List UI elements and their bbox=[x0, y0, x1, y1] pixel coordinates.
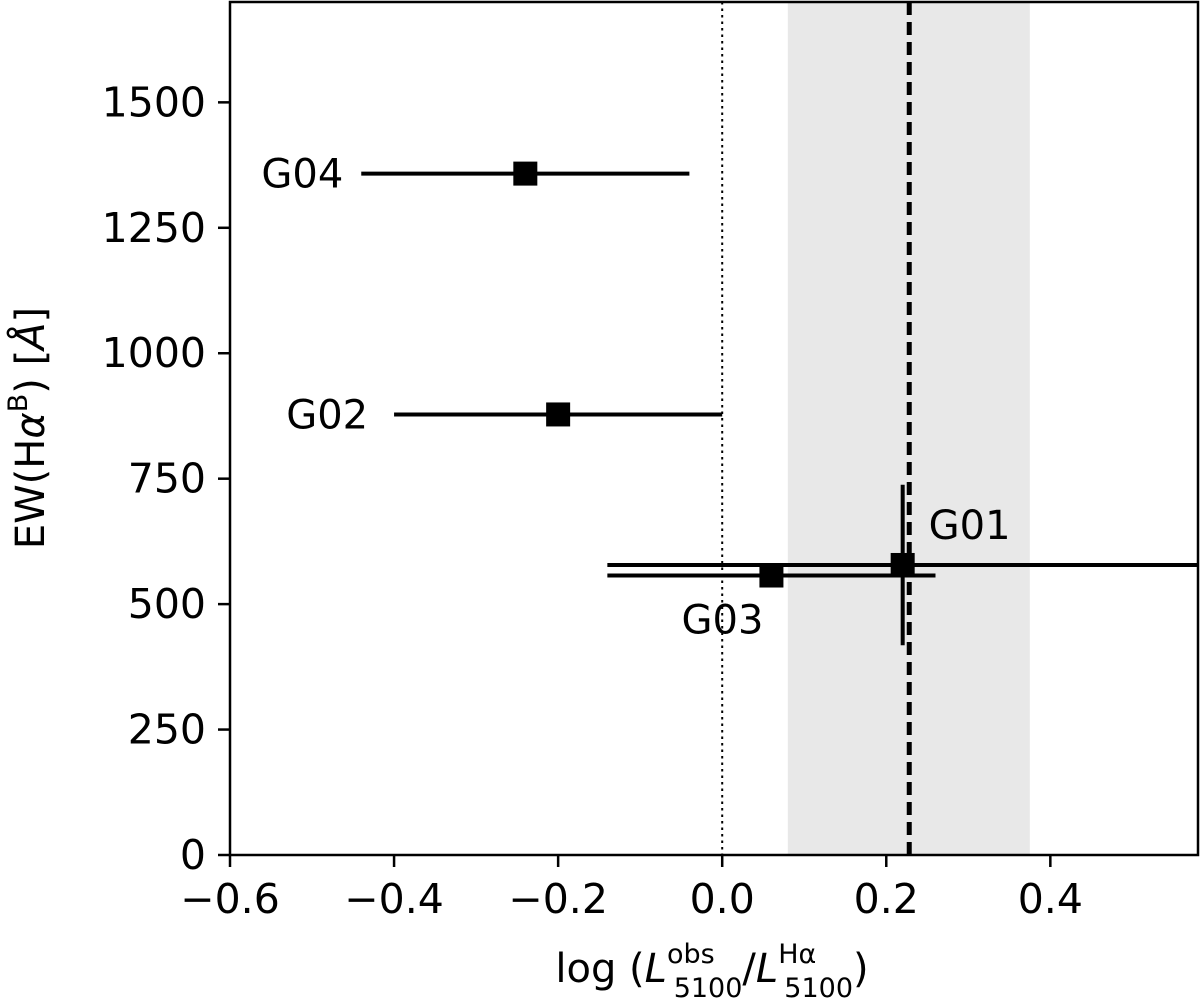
y-tick-label: 750 bbox=[128, 455, 206, 503]
point-label-g02: G02 bbox=[286, 392, 368, 438]
point-labels: G01 G02 G03 G04 bbox=[261, 152, 1010, 644]
y-title-sup: B bbox=[3, 394, 34, 413]
axis-ticks: −0.6 −0.4 −0.2 0.0 0.2 0.4 0 250 500 750 1000 1250 1… bbox=[102, 78, 1083, 923]
y-tick-label: 1000 bbox=[102, 329, 206, 377]
plot-frame bbox=[228, 0, 1200, 857]
y-title-alpha: α bbox=[8, 412, 54, 438]
x-title-den-sub: 5100 bbox=[784, 973, 853, 998]
x-title-den-var: L bbox=[756, 946, 778, 992]
y-title-close: ] bbox=[8, 307, 54, 323]
point-g03 bbox=[607, 563, 936, 588]
x-title-suffix: ) bbox=[853, 946, 869, 992]
y-title-unit: Å bbox=[6, 322, 54, 352]
x-tick-label: −0.2 bbox=[508, 875, 608, 923]
marker-g04 bbox=[513, 161, 538, 186]
x-title-den-sup: Hα bbox=[778, 939, 816, 970]
y-tick-label: 250 bbox=[128, 706, 206, 754]
x-tick-label: 0.2 bbox=[854, 875, 919, 923]
x-title-num-var: L bbox=[645, 946, 667, 992]
y-tick-label: 1500 bbox=[102, 78, 206, 126]
marker-g03 bbox=[759, 563, 784, 588]
x-title-prefix: log ( bbox=[555, 946, 644, 992]
point-label-g01: G01 bbox=[929, 503, 1011, 549]
plot-area bbox=[361, 2, 1198, 855]
point-g02 bbox=[394, 402, 723, 427]
marker-g02 bbox=[546, 402, 571, 427]
x-axis-title: log (Lobs 5100/LHα 5100) bbox=[555, 939, 868, 998]
y-tick-label: 500 bbox=[128, 580, 206, 628]
y-axis-title: EW(HαB) [Å] bbox=[3, 307, 54, 549]
y-title-suffix: ) [ bbox=[8, 350, 54, 394]
marker-g01 bbox=[890, 552, 915, 577]
x-title-num-sub: 5100 bbox=[674, 973, 743, 998]
point-g04 bbox=[361, 161, 690, 186]
point-label-g03: G03 bbox=[682, 598, 764, 644]
x-tick-label: −0.6 bbox=[180, 875, 280, 923]
point-g01 bbox=[607, 484, 1198, 646]
x-tick-label: 0.0 bbox=[690, 875, 755, 923]
x-title-slash: / bbox=[742, 946, 756, 992]
y-tick-label: 0 bbox=[180, 831, 206, 879]
x-title-num-sup: obs bbox=[667, 939, 715, 970]
axes-frame bbox=[228, 0, 1200, 857]
x-tick-label: −0.4 bbox=[344, 875, 444, 923]
x-tick-label: 0.4 bbox=[1018, 875, 1083, 923]
y-title-prefix: EW(H bbox=[8, 439, 54, 550]
y-tick-label: 1250 bbox=[102, 204, 206, 252]
point-label-g04: G04 bbox=[261, 152, 343, 198]
